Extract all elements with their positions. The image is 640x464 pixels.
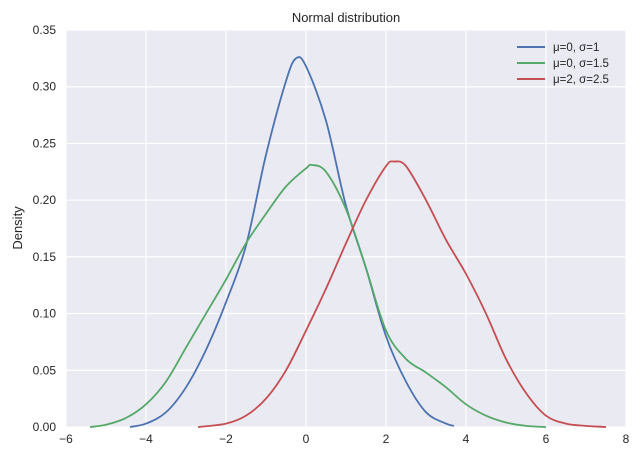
x-tick-label: −4 (139, 432, 153, 446)
y-axis-label: Density (10, 206, 25, 250)
grid (65, 29, 627, 428)
y-tick-label: 0.10 (33, 307, 57, 321)
x-tick-label: 2 (383, 432, 390, 446)
chart-title: Normal distribution (292, 10, 400, 25)
x-tick-label: −6 (59, 432, 73, 446)
series-lines (89, 56, 607, 428)
legend-label: μ=0, σ=1.5 (553, 58, 609, 70)
legend-label: μ=0, σ=1 (553, 42, 599, 54)
y-tick-label: 0.00 (33, 420, 57, 434)
x-tick-label: −2 (219, 432, 233, 446)
x-tick-label: 6 (543, 432, 550, 446)
y-tick-label: 0.30 (33, 80, 57, 94)
x-tick-label: 0 (303, 432, 310, 446)
series-line-2 (197, 160, 607, 428)
plot-area (66, 30, 626, 427)
series-line-0 (129, 56, 455, 428)
x-tick-label: 4 (463, 432, 470, 446)
y-tick-labels: 0.00 0.05 0.10 0.15 0.20 0.25 0.30 0.35 (33, 23, 57, 434)
x-tick-labels: −6 −4 −2 0 2 4 6 8 (59, 432, 630, 446)
legend-label: μ=2, σ=2.5 (553, 74, 609, 86)
y-tick-label: 0.20 (33, 193, 57, 207)
y-tick-label: 0.15 (33, 250, 57, 264)
y-tick-label: 0.35 (33, 23, 57, 37)
legend: μ=0, σ=1 μ=0, σ=1.5 μ=2, σ=2.5 (517, 42, 609, 86)
y-tick-label: 0.05 (33, 363, 57, 377)
y-tick-label: 0.25 (33, 136, 57, 150)
x-tick-label: 8 (623, 432, 630, 446)
series-line-1 (89, 163, 547, 428)
